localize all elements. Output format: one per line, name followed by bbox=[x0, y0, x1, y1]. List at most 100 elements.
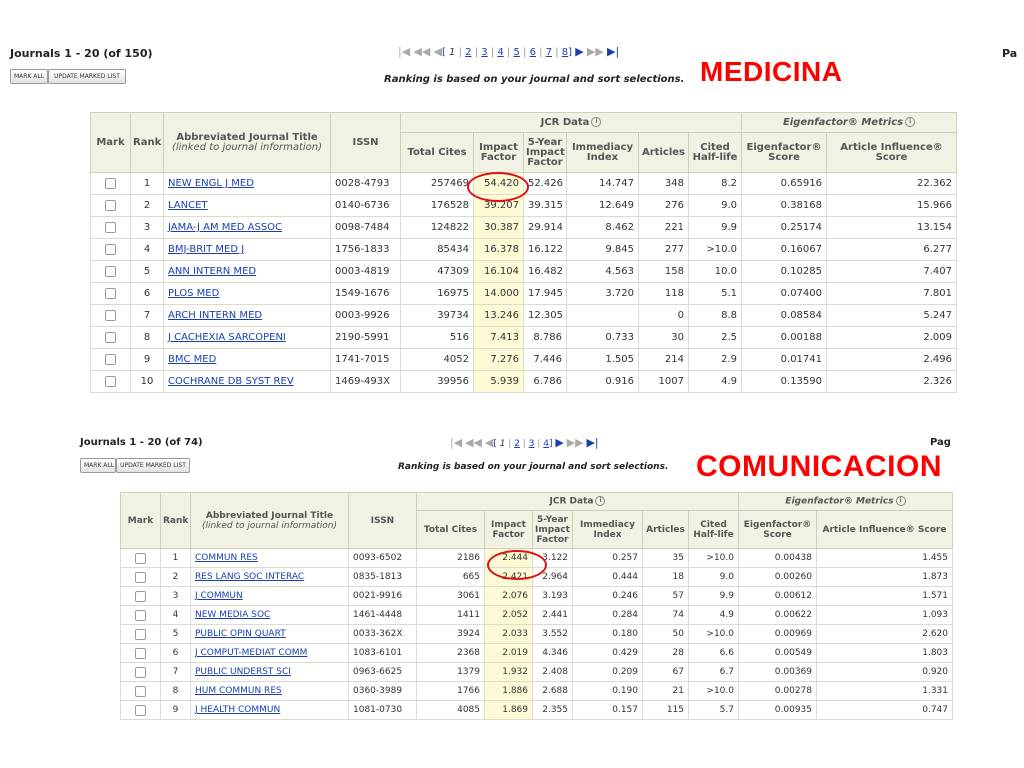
mark-all-button[interactable]: MARK ALL bbox=[80, 458, 116, 473]
checkbox-icon[interactable] bbox=[135, 571, 146, 583]
col-header-article-influence[interactable]: Article Influence® Score bbox=[816, 510, 953, 549]
col-header-eigenfactor-score[interactable]: Eigenfactor® Score bbox=[738, 510, 817, 549]
journal-title-link[interactable]: J COMPUT-MEDIAT COMM bbox=[195, 648, 308, 658]
journal-title-link[interactable]: J COMMUN bbox=[195, 591, 243, 601]
journal-title-link[interactable]: JAMA-J AM MED ASSOC bbox=[168, 222, 283, 233]
info-icon[interactable]: i bbox=[905, 117, 916, 127]
eigenfactor-score-cell: 0.00622 bbox=[738, 605, 817, 625]
checkbox-icon[interactable] bbox=[135, 628, 146, 640]
page-link[interactable]: 2 bbox=[514, 439, 520, 449]
col-header-cited-half-life[interactable]: Cited Half-life bbox=[687, 132, 743, 173]
col-header-impact-factor[interactable]: Impact Factor bbox=[473, 132, 524, 173]
rank-cell: 1 bbox=[130, 172, 164, 195]
col-header-5yr-impact[interactable]: 5-Year Impact Factor bbox=[523, 132, 567, 173]
update-marked-list-button[interactable]: UPDATE MARKED LIST bbox=[116, 458, 190, 473]
next-page-icon[interactable]: ▶ bbox=[575, 45, 584, 58]
checkbox-icon[interactable] bbox=[135, 666, 146, 678]
checkbox-icon[interactable] bbox=[105, 177, 116, 189]
journal-title-link[interactable]: BMJ-BRIT MED J bbox=[168, 244, 245, 255]
journal-title-link[interactable]: LANCET bbox=[168, 200, 208, 211]
five-year-impact-cell: 29.914 bbox=[523, 216, 567, 239]
page-link[interactable]: 3 bbox=[481, 47, 488, 58]
article-influence-cell: 2.009 bbox=[826, 326, 958, 349]
col-header-articles[interactable]: Articles bbox=[642, 510, 689, 549]
page-link[interactable]: 7 bbox=[545, 47, 553, 58]
col-header-impact-factor[interactable]: Impact Factor bbox=[484, 510, 533, 549]
update-marked-list-button[interactable]: UPDATE MARKED LIST bbox=[48, 69, 126, 84]
journal-title-link[interactable]: J CACHEXIA SARCOPENI bbox=[168, 332, 286, 343]
previous-page-icon[interactable]: ◀ bbox=[484, 436, 494, 449]
checkbox-icon[interactable] bbox=[105, 243, 116, 255]
current-page: 1 bbox=[499, 439, 506, 449]
col-header-eigenfactor-score[interactable]: Eigenfactor® Score bbox=[741, 132, 828, 173]
col-header-title: Abbreviated Journal Title (linked to jou… bbox=[190, 492, 349, 549]
info-icon[interactable]: i bbox=[591, 117, 602, 127]
checkbox-icon[interactable] bbox=[105, 265, 116, 277]
article-influence-cell: 1.331 bbox=[816, 681, 953, 701]
checkbox-icon[interactable] bbox=[135, 685, 146, 697]
info-icon[interactable]: i bbox=[895, 496, 906, 507]
page-link[interactable]: 5 bbox=[513, 47, 520, 58]
page-link[interactable]: 8 bbox=[561, 47, 569, 58]
eigenfactor-score-cell: 0.10285 bbox=[741, 260, 828, 283]
previous-page-icon[interactable]: ◀ bbox=[433, 45, 442, 58]
checkbox-icon[interactable] bbox=[105, 375, 116, 387]
mark-all-button[interactable]: MARK ALL bbox=[10, 69, 48, 84]
col-header-5yr-impact[interactable]: 5-Year Impact Factor bbox=[532, 510, 573, 549]
first-page-icon[interactable]: |◀ bbox=[450, 436, 463, 449]
col-header-total-cites[interactable]: Total Cites bbox=[400, 132, 474, 173]
journal-title-link[interactable]: PLOS MED bbox=[168, 288, 220, 299]
next-block-icon[interactable]: ▶▶ bbox=[566, 436, 584, 449]
journal-rows: 1 NEW ENGL J MED 0028-4793 257469 54.420 52.4… bbox=[90, 172, 958, 393]
eigenfactor-score-cell: 0.08584 bbox=[741, 304, 828, 327]
checkbox-icon[interactable] bbox=[135, 590, 146, 602]
journal-title-link[interactable]: BMC MED bbox=[168, 354, 217, 365]
last-page-icon[interactable]: ▶| bbox=[607, 45, 620, 58]
journal-title-link[interactable]: PUBLIC OPIN QUART bbox=[195, 629, 286, 639]
journal-title-link[interactable]: HUM COMMUN RES bbox=[195, 686, 282, 696]
article-influence-cell: 7.801 bbox=[826, 282, 958, 305]
journal-title-link[interactable]: PUBLIC UNDERST SCI bbox=[195, 667, 291, 677]
checkbox-icon[interactable] bbox=[105, 309, 116, 321]
checkbox-icon[interactable] bbox=[105, 199, 116, 211]
first-page-icon[interactable]: |◀ bbox=[398, 45, 411, 58]
page-link[interactable]: 2 bbox=[465, 47, 472, 58]
rank-cell: 8 bbox=[160, 681, 191, 701]
col-header-total-cites[interactable]: Total Cites bbox=[416, 510, 485, 549]
checkbox-icon[interactable] bbox=[135, 552, 146, 564]
page-link[interactable]: 3 bbox=[528, 439, 535, 449]
title-cell: BMJ-BRIT MED J bbox=[163, 238, 331, 261]
info-icon[interactable]: i bbox=[595, 496, 606, 507]
journal-panel-comunicacion: Journals 1 - 20 (of 74) Pag MARK ALL UPD… bbox=[0, 410, 1024, 768]
journal-title-link[interactable]: RES LANG SOC INTERAC bbox=[195, 572, 305, 582]
checkbox-icon[interactable] bbox=[135, 647, 146, 659]
total-cites-cell: 176528 bbox=[400, 194, 474, 217]
col-header-articles[interactable]: Articles bbox=[638, 132, 689, 173]
col-header-immediacy[interactable]: Immediacy Index bbox=[572, 510, 643, 549]
col-header-article-influence[interactable]: Article Influence® Score bbox=[826, 132, 958, 173]
col-header-immediacy[interactable]: Immediacy Index bbox=[566, 132, 639, 173]
page-link[interactable]: 4 bbox=[497, 47, 504, 58]
previous-block-icon[interactable]: ◀◀ bbox=[465, 436, 482, 449]
checkbox-icon[interactable] bbox=[105, 331, 116, 343]
journal-title-link[interactable]: COCHRANE DB SYST REV bbox=[168, 376, 294, 387]
page-link[interactable]: 4 bbox=[543, 439, 549, 449]
previous-block-icon[interactable]: ◀◀ bbox=[413, 45, 431, 58]
page-link[interactable]: 6 bbox=[529, 47, 536, 58]
col-header-cited-half-life[interactable]: Cited Half-life bbox=[688, 510, 739, 549]
journal-title-link[interactable]: NEW ENGL J MED bbox=[168, 178, 254, 189]
next-page-icon[interactable]: ▶ bbox=[555, 436, 564, 449]
checkbox-icon[interactable] bbox=[135, 704, 146, 716]
checkbox-icon[interactable] bbox=[105, 221, 116, 233]
last-page-icon[interactable]: ▶| bbox=[586, 436, 599, 449]
eigenfactor-score-cell: 0.13590 bbox=[741, 370, 828, 393]
journal-title-link[interactable]: COMMUN RES bbox=[195, 553, 258, 563]
checkbox-icon[interactable] bbox=[135, 609, 146, 621]
journal-title-link[interactable]: NEW MEDIA SOC bbox=[195, 610, 271, 620]
journal-title-link[interactable]: J HEALTH COMMUN bbox=[195, 705, 281, 715]
next-block-icon[interactable]: ▶▶ bbox=[586, 45, 604, 58]
checkbox-icon[interactable] bbox=[105, 353, 116, 365]
checkbox-icon[interactable] bbox=[105, 287, 116, 299]
journal-title-link[interactable]: ANN INTERN MED bbox=[168, 266, 257, 277]
journal-title-link[interactable]: ARCH INTERN MED bbox=[168, 310, 263, 321]
